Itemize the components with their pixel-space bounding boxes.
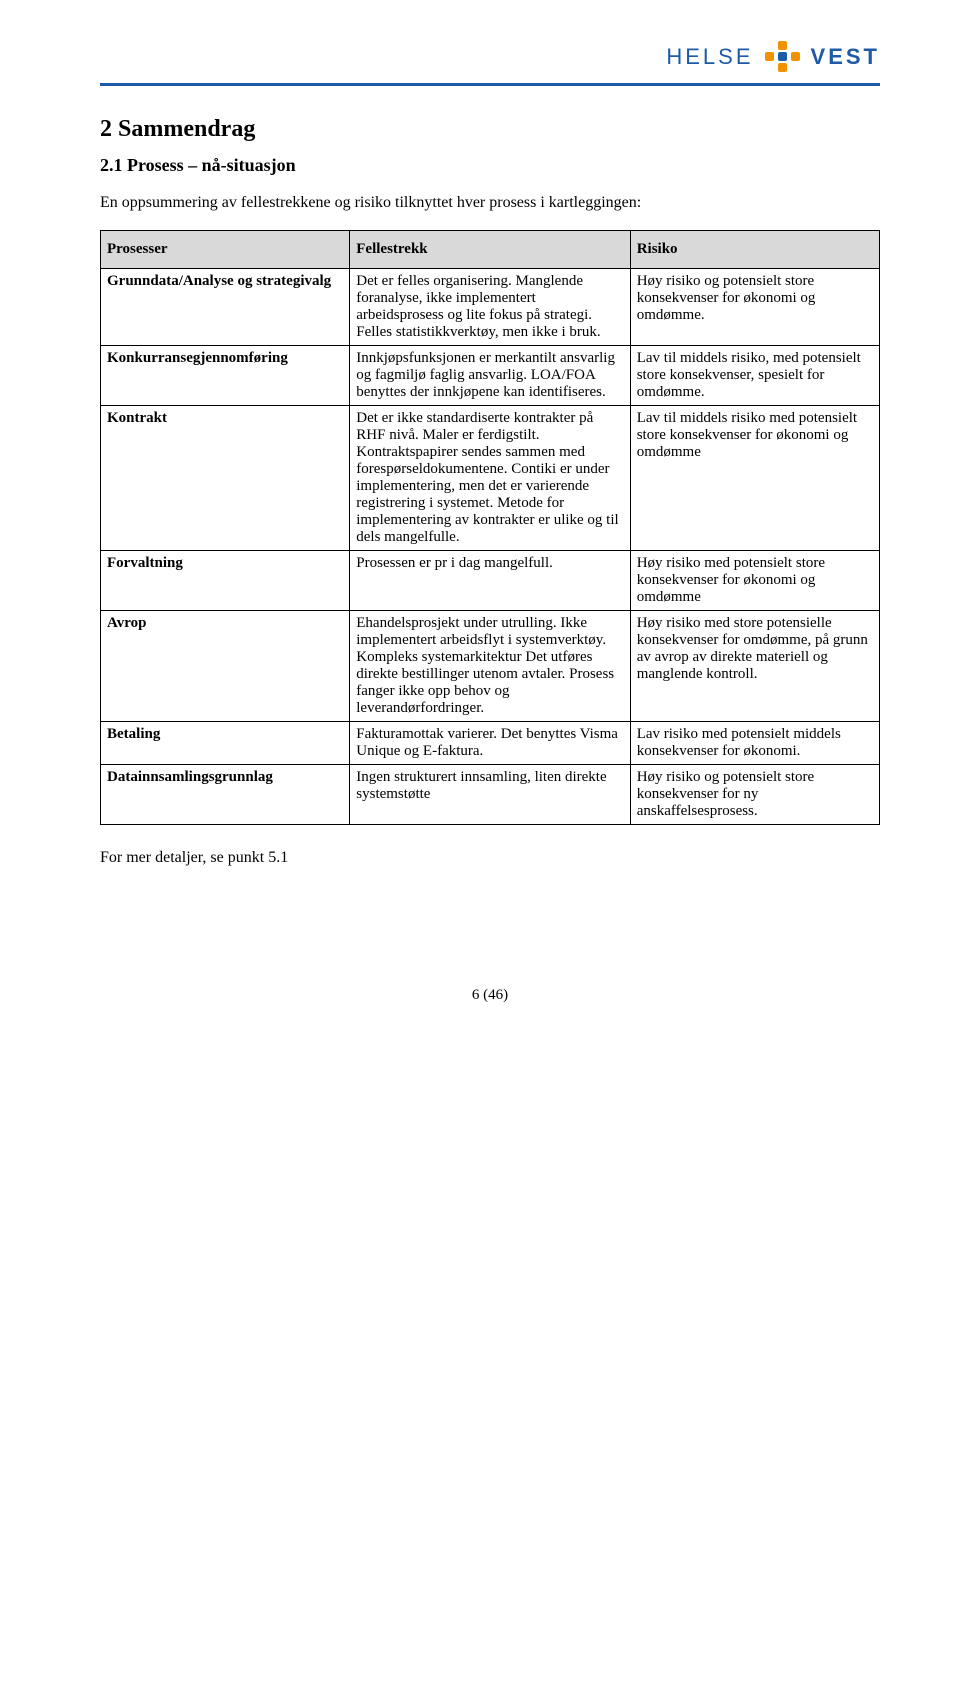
- col-header-prosesser: Prosesser: [101, 231, 350, 269]
- col-header-fellestrekk: Fellestrekk: [350, 231, 630, 269]
- cell-risiko: Høy risiko og potensielt store konsekven…: [630, 765, 879, 825]
- brand-word-2: VEST: [811, 44, 880, 70]
- cell-risiko: Lav til middels risiko med potensielt st…: [630, 406, 879, 551]
- cell-prosess: Konkurransegjennomføring: [101, 346, 350, 406]
- summary-table: Prosesser Fellestrekk Risiko Grunndata/A…: [100, 230, 880, 825]
- cell-risiko: Høy risiko og potensielt store konsekven…: [630, 269, 879, 346]
- footer-note: For mer detaljer, se punkt 5.1: [100, 849, 880, 867]
- cell-risiko: Høy risiko med store potensielle konsekv…: [630, 611, 879, 722]
- table-row: BetalingFakturamottak varierer. Det beny…: [101, 722, 880, 765]
- cell-risiko: Lav risiko med potensielt middels konsek…: [630, 722, 879, 765]
- col-header-risiko: Risiko: [630, 231, 879, 269]
- section-heading: 2 Sammendrag: [100, 116, 880, 143]
- brand-word-1: HELSE: [666, 44, 753, 70]
- cell-prosess: Datainnsamlingsgrunnlag: [101, 765, 350, 825]
- cell-risiko: Høy risiko med potensielt store konsekve…: [630, 551, 879, 611]
- table-row: DatainnsamlingsgrunnlagIngen strukturert…: [101, 765, 880, 825]
- subsection-heading: 2.1 Prosess – nå-situasjon: [100, 155, 880, 176]
- cell-fellestrekk: Det er felles organisering. Manglende fo…: [350, 269, 630, 346]
- cell-prosess: Kontrakt: [101, 406, 350, 551]
- table-row: KontraktDet er ikke standardiserte kontr…: [101, 406, 880, 551]
- cell-prosess: Betaling: [101, 722, 350, 765]
- cell-risiko: Lav til middels risiko, med potensielt s…: [630, 346, 879, 406]
- cell-fellestrekk: Ingen strukturert innsamling, liten dire…: [350, 765, 630, 825]
- brand-logo: HELSE VEST: [666, 40, 880, 73]
- table-row: KonkurransegjennomføringInnkjøpsfunksjon…: [101, 346, 880, 406]
- intro-paragraph: En oppsummering av fellestrekkene og ris…: [100, 194, 880, 212]
- table-row: ForvaltningProsessen er pr i dag mangelf…: [101, 551, 880, 611]
- header-divider: [100, 83, 880, 86]
- cell-fellestrekk: Prosessen er pr i dag mangelfull.: [350, 551, 630, 611]
- page: HELSE VEST 2 Sammendrag 2.1 Prosess – nå…: [0, 0, 960, 1044]
- cell-fellestrekk: Det er ikke standardiserte kontrakter på…: [350, 406, 630, 551]
- table-row: Grunndata/Analyse og strategivalgDet er …: [101, 269, 880, 346]
- brand-dots-icon: [764, 40, 801, 73]
- cell-prosess: Grunndata/Analyse og strategivalg: [101, 269, 350, 346]
- table-row: AvropEhandelsprosjekt under utrulling. I…: [101, 611, 880, 722]
- cell-fellestrekk: Fakturamottak varierer. Det benyttes Vis…: [350, 722, 630, 765]
- cell-prosess: Avrop: [101, 611, 350, 722]
- table-header-row: Prosesser Fellestrekk Risiko: [101, 231, 880, 269]
- page-number: 6 (46): [100, 987, 880, 1004]
- cell-fellestrekk: Ehandelsprosjekt under utrulling. Ikke i…: [350, 611, 630, 722]
- cell-prosess: Forvaltning: [101, 551, 350, 611]
- cell-fellestrekk: Innkjøpsfunksjonen er merkantilt ansvarl…: [350, 346, 630, 406]
- page-header: HELSE VEST: [100, 40, 880, 79]
